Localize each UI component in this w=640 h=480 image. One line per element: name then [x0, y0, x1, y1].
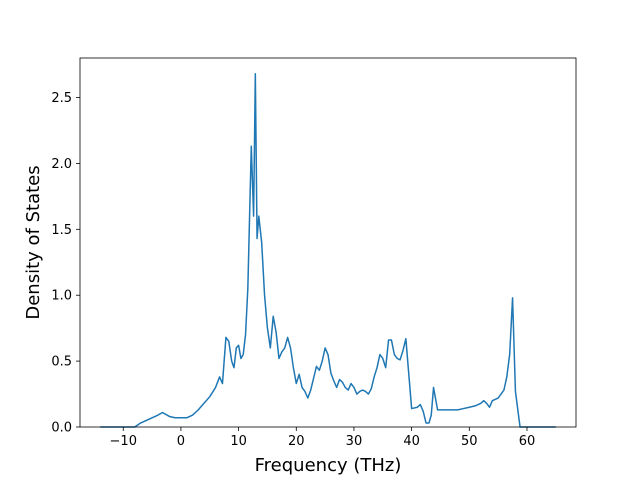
- x-tick-label: −10: [110, 434, 137, 449]
- x-axis-label: Frequency (THz): [255, 455, 402, 476]
- y-tick-label: 2.0: [51, 157, 72, 172]
- axes-frame: [79, 57, 577, 428]
- x-axis-ticks: −10 0 10 20 30 40 50 60: [110, 427, 536, 449]
- dos-series-line: [100, 73, 556, 428]
- x-tick-label: 10: [230, 434, 247, 449]
- x-tick-label: 0: [177, 434, 185, 449]
- y-tick-label: 0.5: [51, 355, 72, 370]
- y-axis-ticks: 0.0 0.5 1.0 1.5 2.0 2.5: [51, 91, 80, 436]
- x-tick-label: 30: [346, 434, 363, 449]
- y-tick-label: 0.0: [51, 421, 72, 436]
- y-axis-label: Density of States: [23, 165, 44, 319]
- x-tick-label: 60: [519, 434, 536, 449]
- x-tick-label: 50: [461, 434, 478, 449]
- y-tick-label: 1.5: [51, 223, 72, 238]
- y-tick-label: 2.5: [51, 91, 72, 106]
- x-tick-label: 40: [403, 434, 420, 449]
- plot-area: [100, 73, 556, 428]
- y-tick-label: 1.0: [51, 289, 72, 304]
- x-tick-label: 20: [288, 434, 305, 449]
